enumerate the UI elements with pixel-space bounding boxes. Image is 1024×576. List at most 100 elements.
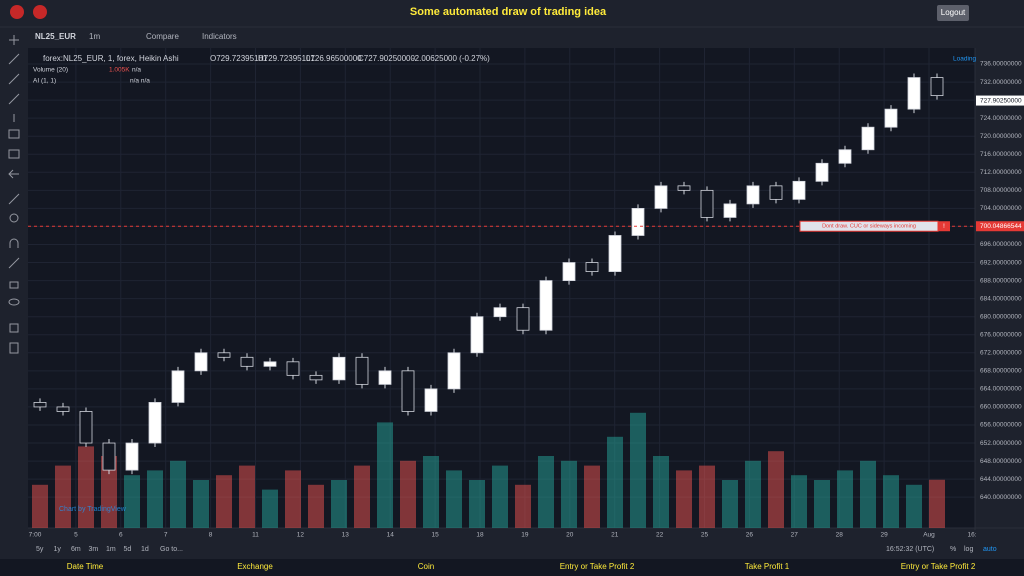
x-tick-label: 28 [836, 532, 844, 539]
candle [125, 442, 139, 471]
x-tick-label: 15 [431, 532, 439, 539]
volume-bar [630, 412, 646, 528]
candle [677, 185, 691, 191]
volume-bar [216, 475, 232, 528]
volume-bar [676, 470, 692, 528]
x-tick-label: 11 [252, 532, 259, 539]
x-tick-label: 7:00 [29, 532, 42, 539]
x-tick-label: 27 [791, 532, 799, 539]
y-tick-label: 680.00000000 [980, 313, 1022, 320]
volume-bar [170, 460, 186, 528]
candle [861, 126, 875, 151]
volume-bar [791, 475, 807, 528]
compare[interactable]: Compare [146, 32, 179, 41]
candle [240, 356, 254, 367]
candle [148, 402, 162, 444]
x-tick-label: 29 [880, 532, 888, 539]
footer-label: Entry or Take Profit 2 [901, 562, 976, 571]
candle [930, 77, 944, 97]
legend-low: L726.96500000 [306, 54, 362, 63]
candle [769, 185, 783, 200]
volume-bar [538, 456, 554, 528]
candle [723, 203, 737, 218]
last-price-box [976, 95, 1024, 106]
range-button[interactable]: 1m [106, 546, 116, 553]
y-tick-label: 736.00000000 [980, 61, 1022, 68]
logo [33, 5, 47, 19]
legend-volume-value: 1.005K [109, 67, 130, 74]
volume-bar [492, 465, 508, 528]
chart-area [28, 48, 975, 528]
x-tick-label: 19 [521, 532, 529, 539]
candle [56, 406, 70, 412]
x-tick-label: 26 [746, 532, 754, 539]
legend-change: -2.00625000 (-0.27%) [412, 54, 490, 63]
auto[interactable]: auto [983, 546, 997, 553]
alert-price: 700.04866544 [980, 223, 1022, 230]
volume-bar [32, 484, 48, 528]
legend-ai: AI (1, 1) [33, 78, 56, 85]
candle [792, 180, 806, 200]
volume-bar [423, 456, 439, 528]
log[interactable]: log [964, 546, 973, 553]
volume-bar [768, 451, 784, 528]
volume-bar [331, 480, 347, 528]
logout-button[interactable] [937, 5, 969, 21]
candle [493, 307, 507, 318]
percent[interactable]: % [950, 546, 956, 553]
range-button[interactable]: 6m [71, 546, 81, 553]
loading: Loading [953, 56, 977, 63]
indicators[interactable]: Indicators [202, 32, 237, 41]
y-tick-label: 732.00000000 [980, 79, 1022, 86]
volume-bar [653, 456, 669, 528]
y-tick-label: 688.00000000 [980, 277, 1022, 284]
candle [608, 235, 622, 272]
y-tick-label: 652.00000000 [980, 440, 1022, 447]
y-tick-label: 656.00000000 [980, 422, 1022, 429]
volume-bar [745, 460, 761, 528]
candle [309, 374, 323, 381]
y-tick-label: 704.00000000 [980, 205, 1022, 212]
interval[interactable]: 1m [89, 32, 100, 41]
y-tick-label: 668.00000000 [980, 368, 1022, 375]
logout-label[interactable]: Logout [941, 8, 966, 17]
x-tick-label: 14 [387, 532, 395, 539]
candle [263, 361, 277, 367]
range-button[interactable]: 3m [89, 546, 99, 553]
volume-bar [906, 484, 922, 528]
x-tick-label: 21 [611, 532, 619, 539]
last-price: 727.90250000 [980, 97, 1022, 104]
candle [470, 316, 484, 354]
range-button[interactable]: 1y [54, 546, 62, 553]
volume-bar [78, 446, 94, 528]
y-tick-label: 724.00000000 [980, 115, 1022, 122]
candle [378, 370, 392, 385]
volume-bar [377, 422, 393, 528]
range-button[interactable]: 5y [36, 546, 44, 553]
candle [171, 370, 185, 403]
candle [401, 370, 415, 412]
candle [700, 189, 714, 218]
x-tick-label: 7 [164, 532, 168, 539]
volume-bar [354, 465, 370, 528]
candle [562, 262, 576, 282]
candle [838, 149, 852, 164]
y-tick-label: 716.00000000 [980, 151, 1022, 158]
candle [516, 307, 530, 331]
candle [33, 402, 47, 408]
volume-bar [929, 479, 945, 528]
symbol[interactable]: NL25_EUR [35, 32, 76, 41]
volume-bar [446, 470, 462, 528]
volume-bar [607, 436, 623, 528]
range-button[interactable]: 5d [124, 546, 132, 553]
footer-label: Date Time [67, 562, 104, 571]
volume-bar [883, 475, 899, 528]
candle [654, 185, 668, 209]
y-tick-label: 692.00000000 [980, 259, 1022, 266]
y-tick-label: 720.00000000 [980, 133, 1022, 140]
volume-bar [239, 465, 255, 528]
range-button[interactable]: 1d [141, 546, 149, 553]
goto[interactable]: Go to... [160, 546, 183, 553]
y-tick-label: 640.00000000 [980, 494, 1022, 501]
candle [447, 352, 461, 390]
